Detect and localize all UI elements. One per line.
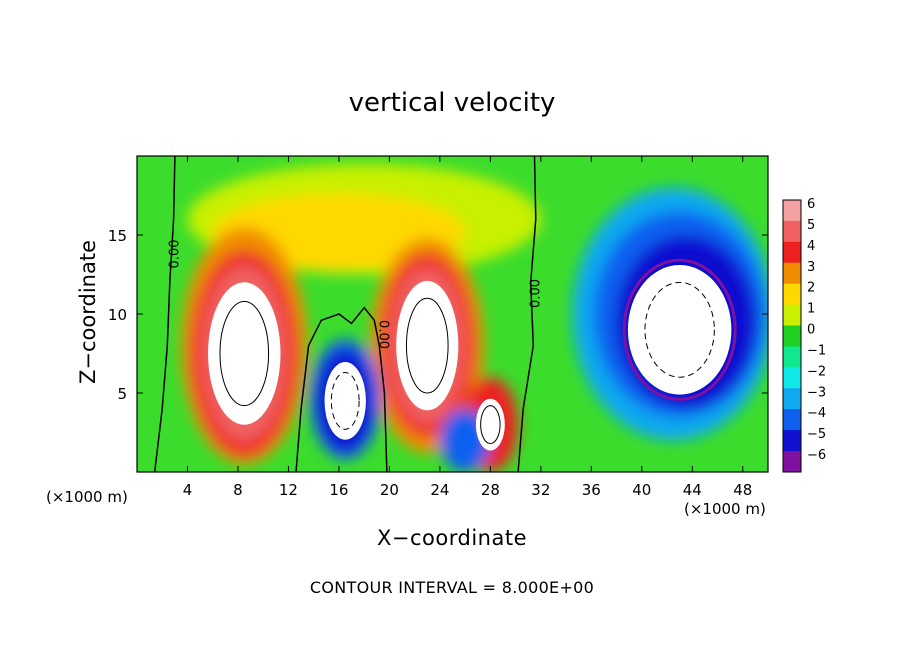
colorbar-swatch	[783, 430, 801, 452]
contour-interval-note: CONTOUR INTERVAL = 8.000E+00	[309, 578, 595, 597]
x-axis-label: X−coordinate	[377, 526, 527, 550]
colorbar-swatch	[783, 262, 801, 285]
x-unit-left: (×1000 m)	[46, 488, 128, 506]
x-tick-label: 16	[329, 481, 348, 499]
y-tick-label: 15	[108, 227, 127, 245]
colorbar-swatch	[783, 346, 801, 368]
colorbar-swatch	[783, 409, 801, 431]
x-tick-label: 24	[430, 481, 449, 499]
colorbar-swatch	[783, 241, 801, 264]
core-contour-3	[480, 405, 501, 445]
colorbar-label: −1	[807, 343, 826, 358]
contour-labels: 0.00 0.00 0.00	[168, 239, 544, 349]
colorbar-swatch	[783, 220, 801, 243]
x-tick-label: 44	[683, 481, 702, 499]
x-axis-ticks: 4 8 12 16 20 24 28 32 36 40 44 48	[183, 156, 752, 499]
zero-contour-center	[295, 306, 388, 472]
x-tick-label: 36	[582, 481, 601, 499]
x-tick-label: 20	[380, 481, 399, 499]
x-unit-right: (×1000 m)	[684, 500, 766, 518]
core-contour-2	[405, 297, 449, 394]
y-axis-ticks: 5 10 15	[108, 227, 768, 403]
colorbar-swatch	[783, 325, 801, 347]
x-tick-label: 40	[632, 481, 651, 499]
contour-label: 0.00	[529, 279, 544, 308]
y-axis-label: Z−coordinate	[76, 240, 100, 384]
colorbar-label: −2	[807, 364, 826, 379]
contour-label: 0.00	[168, 239, 183, 268]
colorbar-label: −6	[807, 448, 826, 463]
core-contour-4	[330, 371, 360, 430]
x-tick-label: 32	[531, 481, 550, 499]
colorbar-swatch	[783, 283, 801, 306]
y-tick-label: 10	[108, 306, 127, 324]
downdraft-rim	[622, 258, 737, 401]
core-contour-1	[219, 300, 270, 407]
colorbar-frame	[782, 199, 802, 473]
colorbar-label: −3	[807, 385, 826, 400]
zero-contour-west	[153, 156, 176, 472]
colorbar-swatch	[783, 367, 801, 389]
colorbar-label: 4	[807, 239, 815, 254]
chart-title: vertical velocity	[348, 88, 556, 118]
colorbar-label: −5	[807, 427, 826, 442]
colorbar-swatch	[783, 304, 801, 327]
saturated-core-1	[208, 282, 281, 425]
x-tick-label: 8	[233, 481, 243, 499]
zero-contours	[153, 156, 715, 472]
x-tick-label: 12	[279, 481, 298, 499]
core-contour-5	[644, 281, 715, 378]
velocity-field	[137, 156, 768, 472]
saturated-core-4	[324, 362, 366, 440]
colorbar-swatch	[783, 451, 801, 473]
colorbar: 6 5 4 3 2 1 0 −1 −2 −3 −4 −5 −6	[782, 197, 826, 473]
x-tick-label: 28	[481, 481, 500, 499]
zero-contour-east	[517, 156, 537, 472]
colorbar-swatch	[783, 200, 801, 222]
colorbar-label: 3	[807, 260, 815, 275]
colorbar-label: 6	[807, 197, 815, 212]
colorbar-label: 2	[807, 281, 815, 296]
contour-label: 0.00	[375, 320, 390, 349]
colorbar-swatch	[783, 388, 801, 410]
x-tick-label: 48	[733, 481, 752, 499]
colorbar-label: 1	[807, 302, 815, 317]
colorbar-label: −4	[807, 406, 826, 421]
saturated-core-2	[396, 280, 459, 411]
y-tick-label: 5	[117, 385, 127, 403]
colorbar-label: 5	[807, 218, 815, 233]
x-tick-label: 4	[183, 481, 193, 499]
saturated-core-5	[627, 265, 732, 395]
colorbar-label: 0	[807, 323, 815, 338]
